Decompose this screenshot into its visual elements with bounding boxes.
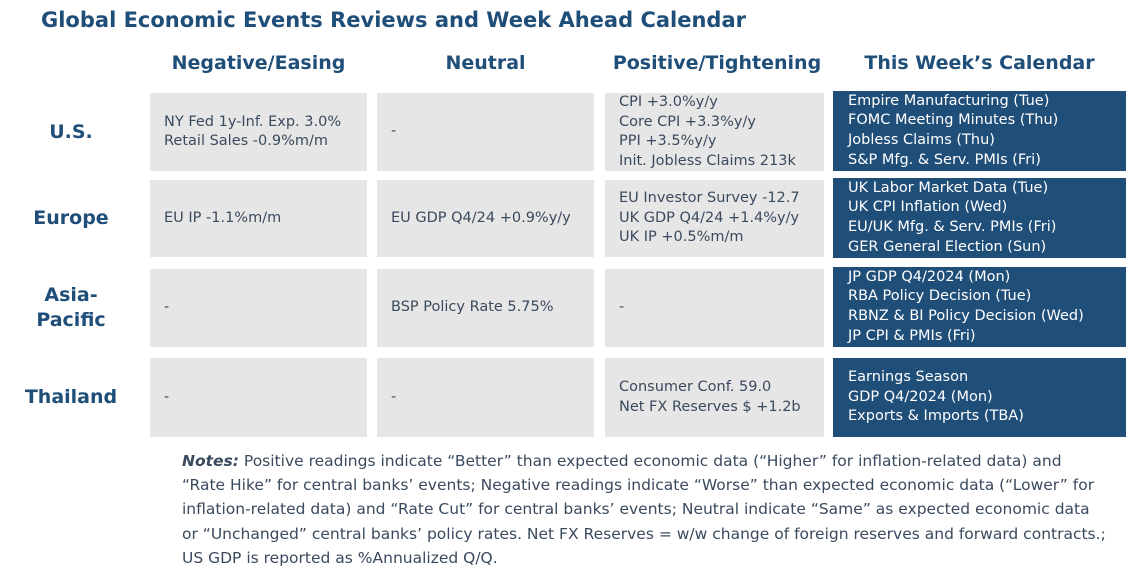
calendar-item: RBA Policy Decision (Tue) <box>848 288 1032 305</box>
cell-thailand-positive: Consumer Conf. 59.0 Net FX Reserves $ +1… <box>605 358 824 437</box>
cell-line: NY Fed 1y-Inf. Exp. 3.0% <box>164 113 342 130</box>
calendar-item: Exports & Imports (TBA) <box>848 408 1024 425</box>
cell-thailand-neutral: - <box>377 358 594 437</box>
calendar-item: JP GDP Q4/2024 (Mon) <box>848 268 1011 285</box>
cell-line: BSP Policy Rate 5.75% <box>391 299 554 316</box>
calendar-us: Empire Manufacturing (Tue) FOMC Meeting … <box>833 91 1126 171</box>
calendar-europe: UK Labor Market Data (Tue) UK CPI Inflat… <box>833 178 1126 258</box>
calendar-item: GER General Election (Sun) <box>848 238 1047 255</box>
cell-line: Consumer Conf. 59.0 <box>619 379 772 395</box>
cell-thailand-negative: - <box>150 358 367 437</box>
cell-line: - <box>391 123 397 140</box>
cell-europe-negative: EU IP -1.1%m/m <box>150 180 367 257</box>
calendar-item: GDP Q4/2024 (Mon) <box>848 388 993 405</box>
calendar-item: UK Labor Market Data (Tue) <box>848 179 1049 196</box>
cell-line: PPI +3.5%y/y <box>619 133 717 149</box>
cell-europe-neutral: EU GDP Q4/24 +0.9%y/y <box>377 180 594 257</box>
cell-europe-positive: EU Investor Survey -12.7 UK GDP Q4/24 +1… <box>605 180 824 257</box>
notes: Notes: Positive readings indicate “Bette… <box>182 449 1107 570</box>
calendar-item: Earnings Season <box>848 368 969 385</box>
calendar-asia-pacific: JP GDP Q4/2024 (Mon) RBA Policy Decision… <box>833 267 1126 347</box>
calendar-item: JP CPI & PMIs (Fri) <box>848 327 976 344</box>
cell-asia-neutral: BSP Policy Rate 5.75% <box>377 269 594 347</box>
row-label-asia-pacific: Asia- Pacific <box>0 269 142 347</box>
page-title: Global Economic Events Reviews and Week … <box>41 8 746 32</box>
column-header-positive: Positive/Tightening <box>612 52 822 74</box>
cell-us-positive: CPI +3.0%y/y Core CPI +3.3%y/y PPI +3.5%… <box>605 93 824 171</box>
calendar-item: S&P Mfg. & Serv. PMIs (Fri) <box>848 151 1041 168</box>
column-header-neutral: Neutral <box>445 52 526 74</box>
cell-line: Core CPI +3.3%y/y <box>619 113 756 130</box>
row-label-line: Pacific <box>36 309 106 331</box>
cell-line: - <box>164 299 170 316</box>
cell-line: EU IP -1.1%m/m <box>164 209 282 226</box>
cell-line: Init. Jobless Claims 213k <box>619 152 796 169</box>
cell-line: UK GDP Q4/24 +1.4%y/y <box>619 209 800 226</box>
cell-line: EU GDP Q4/24 +0.9%y/y <box>391 209 571 226</box>
cell-line: - <box>164 388 170 405</box>
column-header-calendar: This Week’s Calendar <box>864 52 1095 74</box>
notes-text: Positive readings indicate “Better” than… <box>182 452 1106 567</box>
cell-us-negative: NY Fed 1y-Inf. Exp. 3.0% Retail Sales -0… <box>150 93 367 171</box>
row-label-europe: Europe <box>33 207 109 229</box>
row-label-line: Asia- <box>44 284 98 306</box>
cell-asia-negative: - <box>150 269 367 347</box>
column-header-negative: Negative/Easing <box>171 52 346 74</box>
row-label-thailand: Thailand <box>24 386 118 408</box>
cell-line: Retail Sales -0.9%m/m <box>164 133 328 149</box>
calendar-item: Empire Manufacturing (Tue) <box>848 92 1050 109</box>
cell-us-neutral: - <box>377 93 594 171</box>
cell-line: CPI +3.0%y/y <box>619 94 718 110</box>
cell-asia-positive: - <box>605 269 824 347</box>
cell-line: EU Investor Survey -12.7 <box>619 190 800 207</box>
notes-label: Notes: <box>182 452 239 470</box>
cell-line: UK IP +0.5%m/m <box>619 229 744 246</box>
row-label-us: U.S. <box>49 120 93 143</box>
calendar-item: Jobless Claims (Thu) <box>848 132 995 148</box>
cell-line: Net FX Reserves $ +1.2b <box>619 398 801 415</box>
cell-line: - <box>391 388 397 405</box>
calendar-item: EU/UK Mfg. & Serv. PMIs (Fri) <box>848 219 1057 235</box>
calendar-item: RBNZ & BI Policy Decision (Wed) <box>848 308 1084 324</box>
calendar-thailand: Earnings Season GDP Q4/2024 (Mon) Export… <box>833 358 1126 437</box>
calendar-item: FOMC Meeting Minutes (Thu) <box>848 112 1059 129</box>
cell-line: - <box>619 299 625 316</box>
calendar-item: UK CPI Inflation (Wed) <box>848 199 1008 216</box>
